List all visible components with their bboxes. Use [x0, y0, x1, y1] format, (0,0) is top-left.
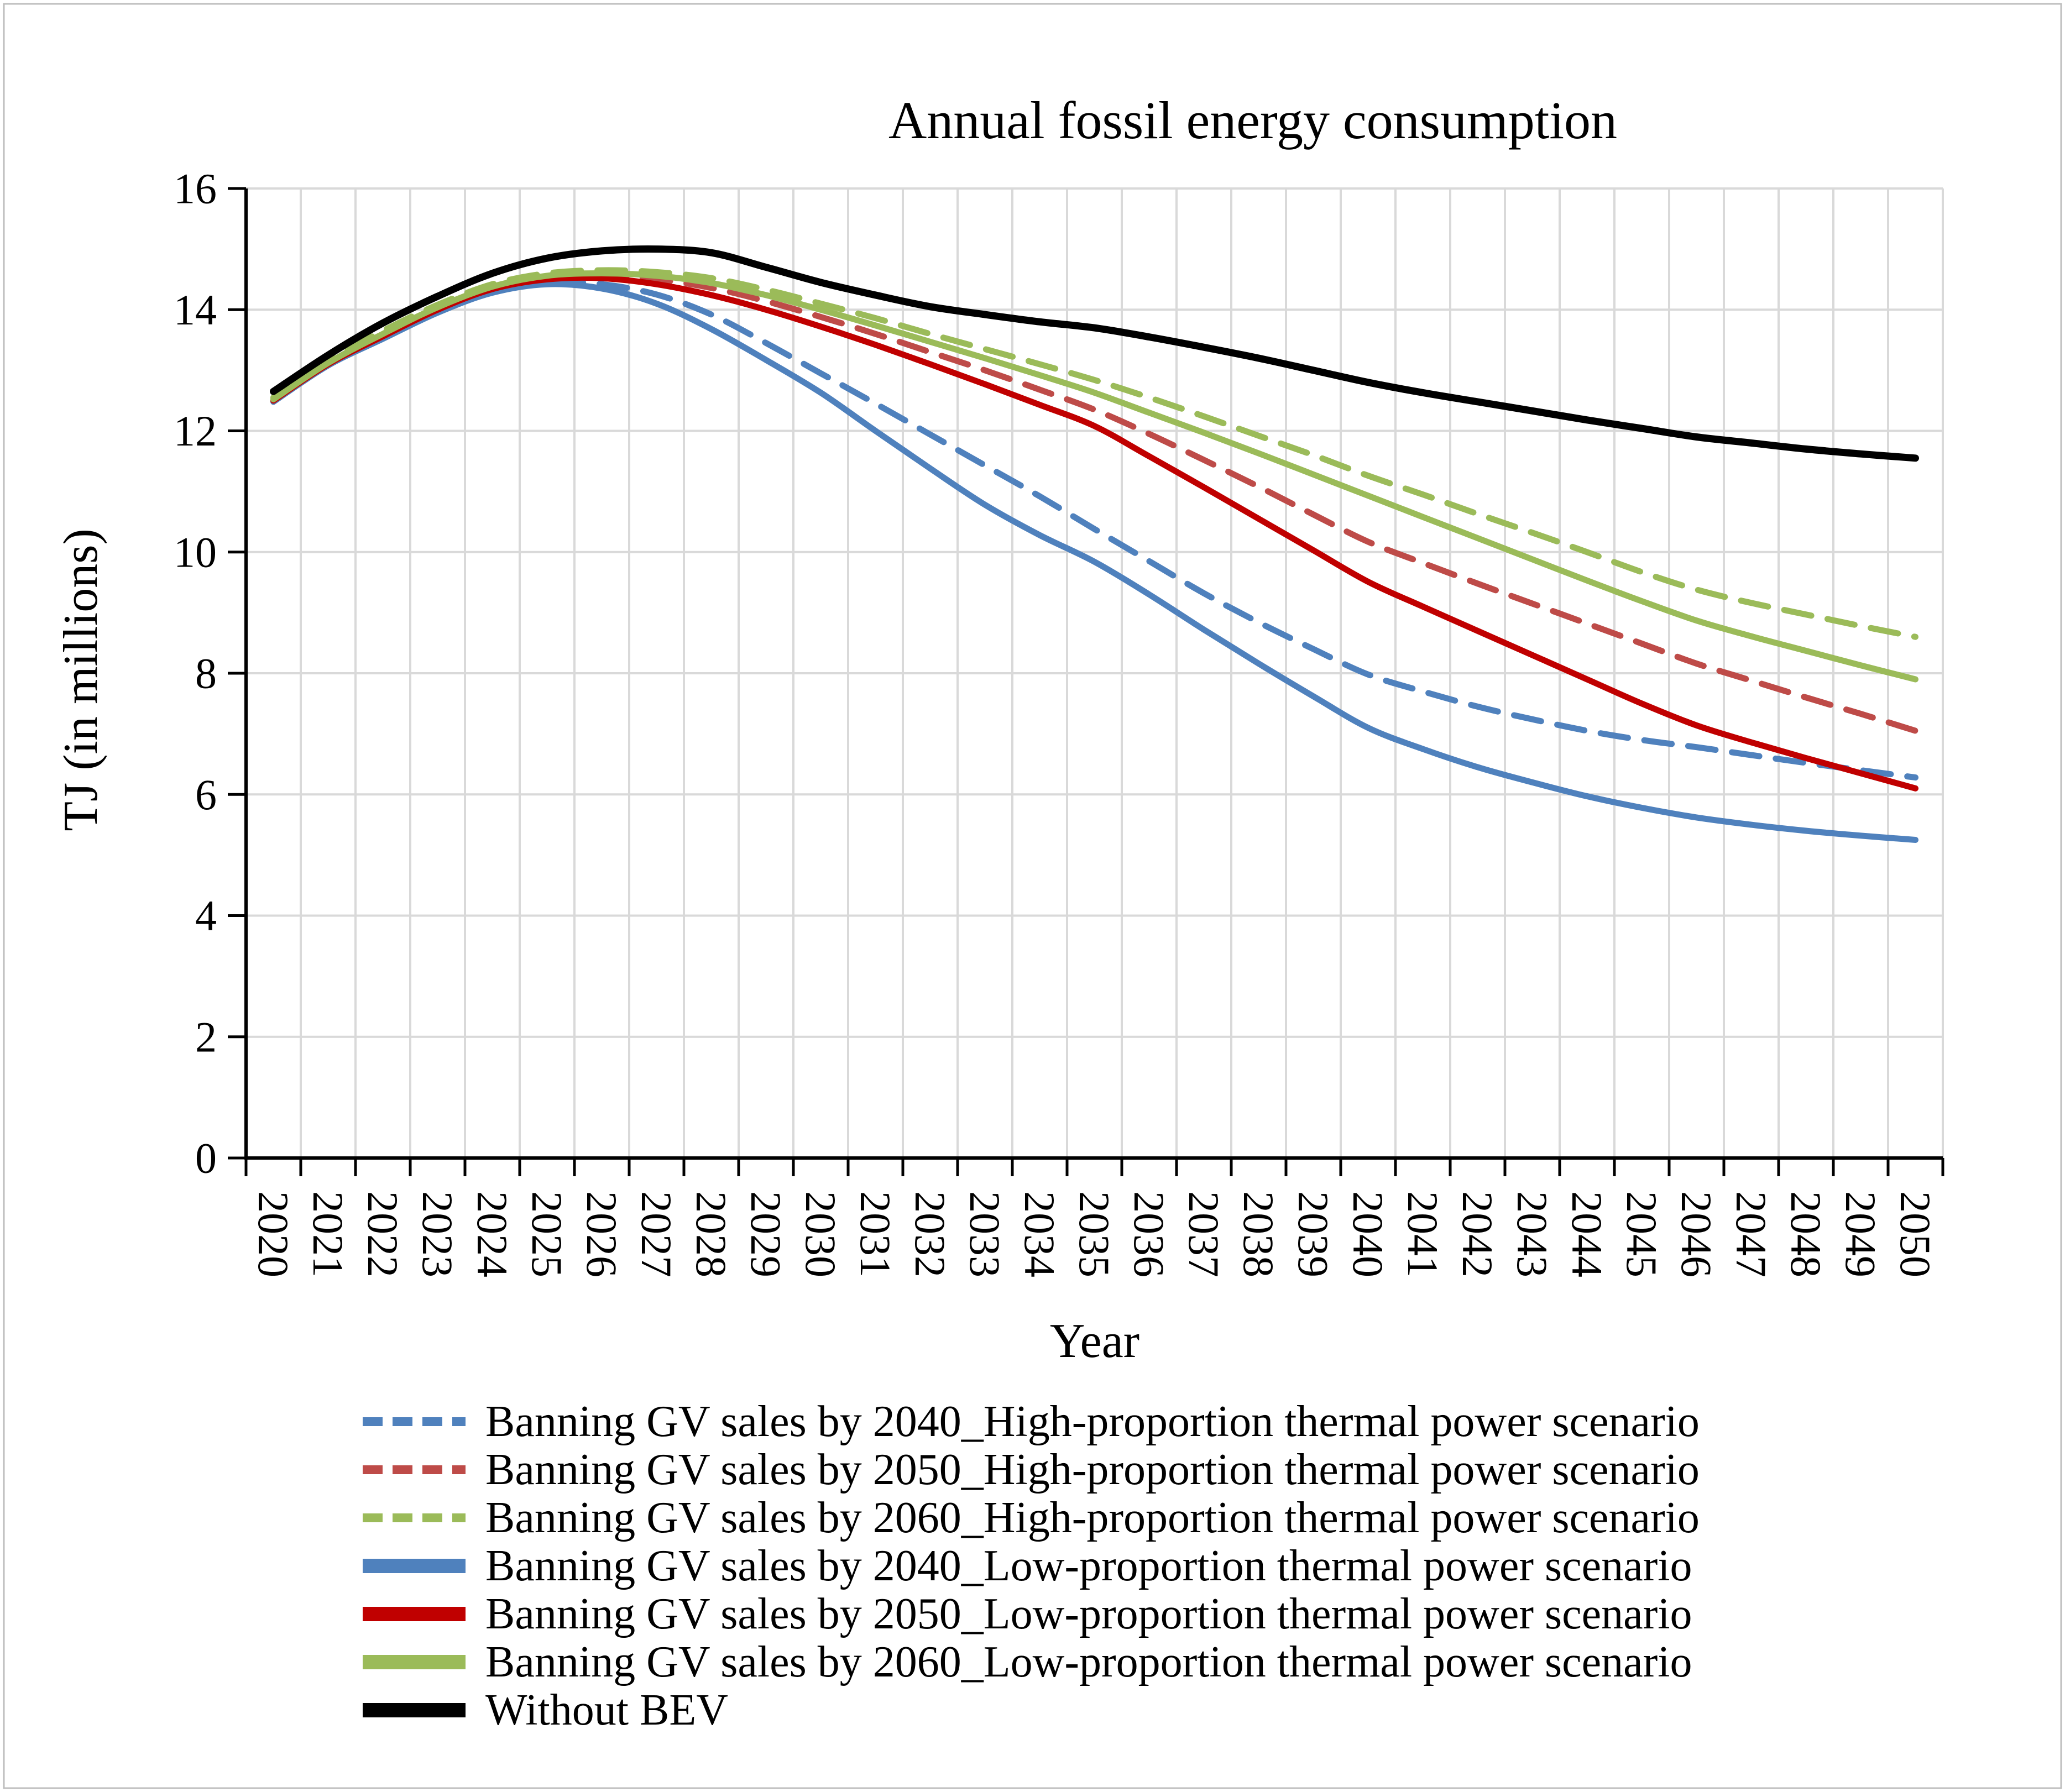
series-line-2 — [270, 267, 1918, 640]
x-tick-label: 2029 — [742, 1191, 790, 1277]
legend-item: Banning GV sales by 2060_High-proportion… — [363, 1494, 1700, 1542]
x-tick-label: 2045 — [1618, 1191, 1666, 1277]
legend-label: Banning GV sales by 2040_Low-proportion … — [485, 1542, 1692, 1590]
x-tick-label: 2047 — [1727, 1191, 1775, 1277]
y-tick-label: 2 — [195, 1013, 217, 1061]
series-line-1 — [270, 273, 1918, 734]
legend-label: Without BEV — [485, 1686, 728, 1735]
legend-label: Banning GV sales by 2040_High-proportion… — [485, 1397, 1700, 1446]
series-line-5 — [270, 270, 1918, 683]
x-tick-label: 2049 — [1837, 1191, 1885, 1277]
x-tick-label: 2033 — [961, 1191, 1009, 1277]
series-line-0 — [270, 279, 1918, 781]
x-tick-label: 2036 — [1125, 1191, 1173, 1277]
legend-item: Without BEV — [363, 1686, 728, 1735]
x-tick-label: 2034 — [1016, 1191, 1064, 1277]
x-tick-label: 2046 — [1672, 1191, 1721, 1277]
x-tick-label: 2023 — [414, 1191, 462, 1277]
y-tick-label: 8 — [195, 649, 217, 698]
x-tick-label: 2031 — [851, 1191, 900, 1277]
legend-item: Banning GV sales by 2050_Low-proportion … — [363, 1590, 1692, 1638]
x-axis-title: Year — [1050, 1314, 1139, 1368]
x-tick-label: 2027 — [632, 1191, 681, 1277]
legend-item: Banning GV sales by 2040_High-proportion… — [363, 1397, 1700, 1446]
x-tick-label: 2038 — [1235, 1191, 1283, 1277]
legend-label: Banning GV sales by 2060_Low-proportion … — [485, 1638, 1692, 1686]
series-lines — [270, 245, 1919, 843]
chart-title: Annual fossil energy consumption — [888, 91, 1617, 150]
x-tick-label: 2021 — [304, 1191, 352, 1277]
y-tick-label: 10 — [174, 528, 217, 576]
x-tick-label: 2044 — [1563, 1191, 1611, 1277]
tick-marks — [228, 187, 1944, 1176]
x-axis-tick-labels: 2020 2021 2022 2023 2024 2025 2026 2027 2028 2029… — [249, 1191, 1939, 1277]
x-tick-label: 2042 — [1454, 1191, 1502, 1277]
series-line-6 — [270, 245, 1919, 462]
legend-item: Banning GV sales by 2060_Low-proportion … — [363, 1638, 1692, 1686]
x-tick-label: 2048 — [1782, 1191, 1830, 1277]
x-tick-label: 2041 — [1399, 1191, 1447, 1277]
series-line-3 — [270, 281, 1918, 843]
x-tick-label: 2025 — [523, 1191, 571, 1277]
x-tick-label: 2020 — [249, 1191, 297, 1277]
x-tick-label: 2037 — [1180, 1191, 1228, 1277]
x-tick-label: 2039 — [1289, 1191, 1337, 1277]
x-tick-label: 2050 — [1891, 1191, 1939, 1277]
y-tick-label: 4 — [195, 892, 217, 940]
x-tick-label: 2043 — [1508, 1191, 1556, 1277]
y-axis-tick-labels: 0 2 4 6 8 10 12 14 16 — [174, 165, 217, 1182]
x-tick-label: 2030 — [797, 1191, 845, 1277]
x-tick-label: 2024 — [468, 1191, 516, 1277]
legend-label: Banning GV sales by 2050_Low-proportion … — [485, 1590, 1692, 1638]
y-tick-label: 12 — [174, 407, 217, 455]
series-line-4 — [270, 274, 1918, 792]
y-tick-label: 0 — [195, 1134, 217, 1182]
y-tick-label: 14 — [174, 286, 217, 334]
x-tick-label: 2022 — [359, 1191, 407, 1277]
x-tick-label: 2028 — [687, 1191, 735, 1277]
x-tick-label: 2040 — [1344, 1191, 1392, 1277]
x-tick-label: 2035 — [1070, 1191, 1118, 1277]
legend: Banning GV sales by 2040_High-proportion… — [363, 1397, 1700, 1735]
legend-item: Banning GV sales by 2040_Low-proportion … — [363, 1542, 1692, 1590]
figure-border — [3, 3, 2062, 1789]
x-tick-label: 2032 — [906, 1191, 954, 1277]
legend-item: Banning GV sales by 2050_High-proportion… — [363, 1445, 1700, 1494]
x-tick-label: 2026 — [578, 1191, 626, 1277]
y-tick-label: 16 — [174, 165, 217, 213]
legend-label: Banning GV sales by 2050_High-proportion… — [485, 1445, 1700, 1494]
y-tick-label: 6 — [195, 771, 217, 819]
legend-label: Banning GV sales by 2060_High-proportion… — [485, 1494, 1700, 1542]
y-axis-title: TJ (in millions) — [54, 528, 108, 831]
